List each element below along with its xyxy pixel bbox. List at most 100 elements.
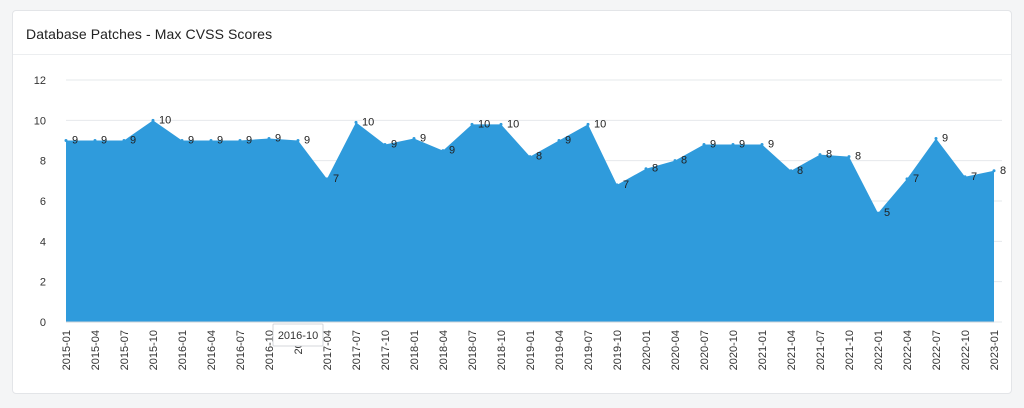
data-label: 9 xyxy=(449,145,455,157)
data-point xyxy=(93,139,97,142)
y-tick-label: 10 xyxy=(34,115,46,127)
data-label: 7 xyxy=(623,179,629,191)
data-label: 8 xyxy=(826,149,832,161)
data-label: 9 xyxy=(420,132,426,144)
data-label: 8 xyxy=(855,151,861,163)
data-point xyxy=(615,183,619,187)
data-point xyxy=(818,153,822,157)
data-label: 9 xyxy=(942,132,948,144)
x-tick-label: 2020-04 xyxy=(670,330,682,370)
x-tick-label: 2021-01 xyxy=(757,330,769,370)
x-tick-label: 2020-07 xyxy=(699,330,711,370)
data-label: 8 xyxy=(681,155,687,167)
data-point xyxy=(673,159,677,163)
data-point xyxy=(470,122,474,126)
data-point xyxy=(412,136,416,140)
data-label: 9 xyxy=(739,139,745,151)
data-point xyxy=(354,120,358,124)
y-tick-label: 6 xyxy=(40,196,46,208)
data-label: 9 xyxy=(130,135,136,147)
data-point xyxy=(702,143,706,147)
y-tick-label: 8 xyxy=(40,156,46,168)
x-tick-label: 2020-01 xyxy=(641,330,653,370)
x-tick-label: 2018-10 xyxy=(496,330,508,370)
data-point xyxy=(876,211,880,215)
x-tick-label: 2015-07 xyxy=(119,330,131,370)
x-tick-label: 2022-10 xyxy=(960,330,972,370)
x-tick-label: 2021-04 xyxy=(786,330,798,370)
data-label: 10 xyxy=(507,118,519,130)
data-label: 10 xyxy=(594,118,606,130)
data-point xyxy=(789,169,793,173)
data-label: 10 xyxy=(478,118,490,130)
data-label: 9 xyxy=(768,139,774,151)
data-label: 9 xyxy=(246,135,252,147)
x-tick-label: 2021-07 xyxy=(815,330,827,370)
data-point xyxy=(383,143,387,147)
data-label: 9 xyxy=(188,135,194,147)
x-tick-label: 2021-10 xyxy=(844,330,856,370)
data-point xyxy=(847,155,851,159)
data-point xyxy=(760,143,764,147)
data-point xyxy=(151,118,155,122)
data-point xyxy=(644,167,648,171)
x-tick-label: 2018-04 xyxy=(438,330,450,370)
data-label: 9 xyxy=(217,135,223,147)
data-point xyxy=(209,139,213,142)
tooltip-label: 2016-10 xyxy=(278,330,318,342)
area-series xyxy=(66,120,994,322)
data-point xyxy=(325,177,329,181)
data-label: 9 xyxy=(391,139,397,151)
data-label: 10 xyxy=(159,114,171,126)
x-tick-label: 2022-07 xyxy=(931,330,943,370)
tooltip-box xyxy=(272,323,324,347)
panel-header: Database Patches - Max CVSS Scores xyxy=(13,11,1011,55)
x-tick-label: 2019-07 xyxy=(583,330,595,370)
x-tick-label: 2019-10 xyxy=(612,330,624,370)
x-tick-label: 2017-07 xyxy=(351,330,363,370)
data-point xyxy=(905,177,909,181)
data-point xyxy=(296,139,300,142)
data-label: 7 xyxy=(971,171,977,183)
x-tick-label: 2015-04 xyxy=(90,330,102,370)
data-point xyxy=(267,136,271,140)
data-label: 5 xyxy=(884,207,890,219)
data-label: 9 xyxy=(275,132,281,144)
y-tick-label: 4 xyxy=(40,236,46,248)
data-label: 8 xyxy=(652,163,658,175)
data-point xyxy=(64,139,68,142)
x-tick-label: 2016-04 xyxy=(206,330,218,370)
data-point xyxy=(731,143,735,147)
data-point xyxy=(586,122,590,126)
data-point xyxy=(963,175,967,179)
data-point xyxy=(441,149,445,153)
x-tick-label: 2017-04 xyxy=(322,330,334,370)
data-point xyxy=(934,136,938,140)
data-point xyxy=(180,139,184,142)
x-tick-label: 2023-01 xyxy=(989,330,1001,370)
chart-title: Database Patches - Max CVSS Scores xyxy=(26,26,273,42)
y-tick-label: 0 xyxy=(40,317,46,329)
x-tick-label: 2019-04 xyxy=(554,330,566,370)
data-label: 9 xyxy=(565,135,571,147)
data-label: 8 xyxy=(797,165,803,177)
x-tick-label: 2018-01 xyxy=(409,330,421,370)
data-point xyxy=(238,139,242,142)
x-tick-label: 2015-01 xyxy=(61,330,73,370)
x-tick-label: 2020-10 xyxy=(728,330,740,370)
y-tick-label: 2 xyxy=(40,277,46,289)
x-tick-label: 2016-07 xyxy=(235,330,247,370)
x-tick-label: 2018-07 xyxy=(467,330,479,370)
x-tick-label: 2017-10 xyxy=(380,330,392,370)
y-tick-label: 12 xyxy=(34,75,46,87)
data-label: 7 xyxy=(913,173,919,185)
x-tick-label: 2022-04 xyxy=(902,330,914,370)
data-point xyxy=(557,139,561,142)
x-tick-label: 2016-01 xyxy=(177,330,189,370)
data-label: 8 xyxy=(536,151,542,163)
data-label: 9 xyxy=(72,135,78,147)
data-label: 10 xyxy=(362,116,374,128)
data-point xyxy=(122,139,126,142)
data-label: 9 xyxy=(304,135,310,147)
